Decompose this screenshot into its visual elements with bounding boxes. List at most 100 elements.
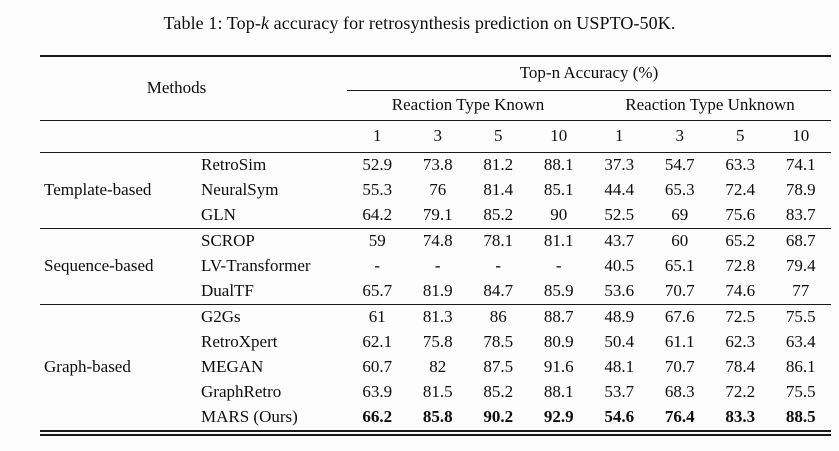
table-row: GraphRetro 63.9 81.5 85.2 88.1 53.7 68.3 72.2 75… <box>40 380 831 405</box>
value-cell: 73.8 <box>422 155 453 175</box>
value-cell: 78.4 <box>725 357 756 377</box>
reaction-type-known-header: Reaction Type Known <box>347 90 589 121</box>
value-cell: 85.1 <box>543 180 574 200</box>
value-cell: 64.2 <box>362 205 393 225</box>
value-cell: 85.2 <box>483 382 514 402</box>
table-row: MEGAN 60.7 82 87.5 91.6 48.1 70.7 78.4 86.1 <box>40 355 831 380</box>
group-template-based: Template-based RetroSim 52.9 73.8 81.2 88.1 37… <box>40 153 831 229</box>
method-name: RetroSim <box>201 155 267 175</box>
value-cell: 76.4 <box>664 407 695 427</box>
value-cell: 40.5 <box>604 256 635 276</box>
table-row: Sequence-based SCROP 59 74.8 78.1 81.1 43.7 60 6… <box>40 229 831 275</box>
value-cell: 90 <box>550 205 568 225</box>
value-cell: 92.9 <box>543 407 574 427</box>
value-cell: 63.9 <box>362 382 393 402</box>
value-cell: 84.7 <box>483 281 514 301</box>
header-spacer <box>40 120 347 153</box>
value-cell: 72.2 <box>725 382 756 402</box>
value-cell: 67.6 <box>664 307 695 327</box>
value-cell: 74.8 <box>422 231 453 251</box>
value-cell: 70.7 <box>664 357 695 377</box>
caption-suffix: accuracy for retrosynthesis prediction o… <box>269 13 676 33</box>
topk-col-header: 10 <box>528 120 589 153</box>
value-cell: 62.3 <box>725 332 756 352</box>
header-row-conditions: Reaction Type Known Reaction Type Unknow… <box>40 90 831 121</box>
value-cell: 78.9 <box>785 180 816 200</box>
value-cell: 75.8 <box>422 332 453 352</box>
table-caption: Table 1: Top-k accuracy for retrosynthes… <box>0 13 839 34</box>
method-name: LV-Transformer <box>201 256 311 276</box>
header-row-topk: 1 3 5 10 1 3 5 10 <box>40 120 831 153</box>
method-name: GraphRetro <box>201 382 282 402</box>
value-cell: 88.5 <box>785 407 816 427</box>
value-cell: 48.9 <box>604 307 635 327</box>
value-cell: 74.6 <box>725 281 756 301</box>
table-row: GLN 64.2 79.1 85.2 90 52.5 69 75.6 83.7 <box>40 203 831 229</box>
value-cell: 63.4 <box>785 332 816 352</box>
value-cell: 60.7 <box>362 357 393 377</box>
value-cell: 53.7 <box>604 382 635 402</box>
value-cell: 54.7 <box>664 155 695 175</box>
topk-col-header: 1 <box>347 120 408 153</box>
table-row: Graph-based G2Gs 61 81.3 86 88.7 48.9 67.6 72.5 7… <box>40 305 831 375</box>
value-cell: 44.4 <box>604 180 635 200</box>
value-cell: 78.5 <box>483 332 514 352</box>
value-cell: 65.2 <box>725 231 756 251</box>
value-cell: 52.9 <box>362 155 393 175</box>
method-name: GLN <box>201 205 236 225</box>
group-sequence-based: Sequence-based SCROP 59 74.8 78.1 81.1 43.7 60 6… <box>40 229 831 305</box>
value-cell: 81.1 <box>543 231 574 251</box>
method-name: G2Gs <box>201 307 241 327</box>
value-cell: 65.3 <box>664 180 695 200</box>
value-cell: 88.1 <box>543 155 574 175</box>
value-cell: 81.9 <box>422 281 453 301</box>
table-row: DualTF 65.7 81.9 84.7 85.9 53.6 70.7 74.6 77 <box>40 279 831 305</box>
value-cell: 86 <box>489 307 507 327</box>
value-cell: 75.5 <box>785 382 816 402</box>
category-label: Template-based <box>44 180 152 200</box>
value-cell: 60 <box>671 231 689 251</box>
value-cell: 83.7 <box>785 205 816 225</box>
value-cell: 65.7 <box>362 281 393 301</box>
value-cell: 63.3 <box>725 155 756 175</box>
value-cell: 75.6 <box>725 205 756 225</box>
value-cell: 74.1 <box>785 155 816 175</box>
value-cell: 53.6 <box>604 281 635 301</box>
value-cell: 86.1 <box>785 357 816 377</box>
topk-col-header: 5 <box>710 120 771 153</box>
value-cell: 88.1 <box>543 382 574 402</box>
value-cell: 48.1 <box>604 357 635 377</box>
value-cell: 61.1 <box>664 332 695 352</box>
value-cell: 81.5 <box>422 382 453 402</box>
value-cell: 72.8 <box>725 256 756 276</box>
table-header: Methods Top-n Accuracy (%) Reaction Type… <box>40 56 831 153</box>
reaction-type-unknown-header: Reaction Type Unknown <box>589 90 831 121</box>
topk-col-header: 3 <box>649 120 710 153</box>
topk-col-header: 10 <box>770 120 831 153</box>
table-row: Template-based RetroSim 52.9 73.8 81.2 88.1 37… <box>40 153 831 199</box>
value-cell: 55.3 <box>362 180 393 200</box>
value-cell: 66.2 <box>362 407 393 427</box>
value-cell: 68.3 <box>664 382 695 402</box>
value-cell: 52.5 <box>604 205 635 225</box>
value-cell: 87.5 <box>483 357 514 377</box>
value-cell: 76 <box>429 180 447 200</box>
topn-accuracy-header: Top-n Accuracy (%) <box>347 56 831 91</box>
category-label: Sequence-based <box>44 256 154 276</box>
table-row: RetroXpert 62.1 75.8 78.5 80.9 50.4 61.1 62.3 63… <box>40 330 831 355</box>
value-cell: 72.5 <box>725 307 756 327</box>
value-cell: 79.1 <box>422 205 453 225</box>
value-cell: 90.2 <box>483 407 514 427</box>
value-cell: 62.1 <box>362 332 393 352</box>
value-cell: 81.2 <box>483 155 514 175</box>
group-graph-based: Graph-based G2Gs 61 81.3 86 88.7 48.9 67.6 72.5 7… <box>40 305 831 434</box>
topk-col-header: 3 <box>407 120 468 153</box>
table-row: NeuralSym 55.3 76 81.4 85.1 44.4 65.3 72.4 78.9 <box>40 178 831 203</box>
value-cell: - <box>374 256 381 276</box>
category-label: Graph-based <box>44 357 131 377</box>
table-row: LV-Transformer - - - - 40.5 65.1 72.8 79.4 <box>40 254 831 279</box>
value-cell: 43.7 <box>604 231 635 251</box>
caption-k-variable: k <box>260 13 270 33</box>
value-cell: 68.7 <box>785 231 816 251</box>
